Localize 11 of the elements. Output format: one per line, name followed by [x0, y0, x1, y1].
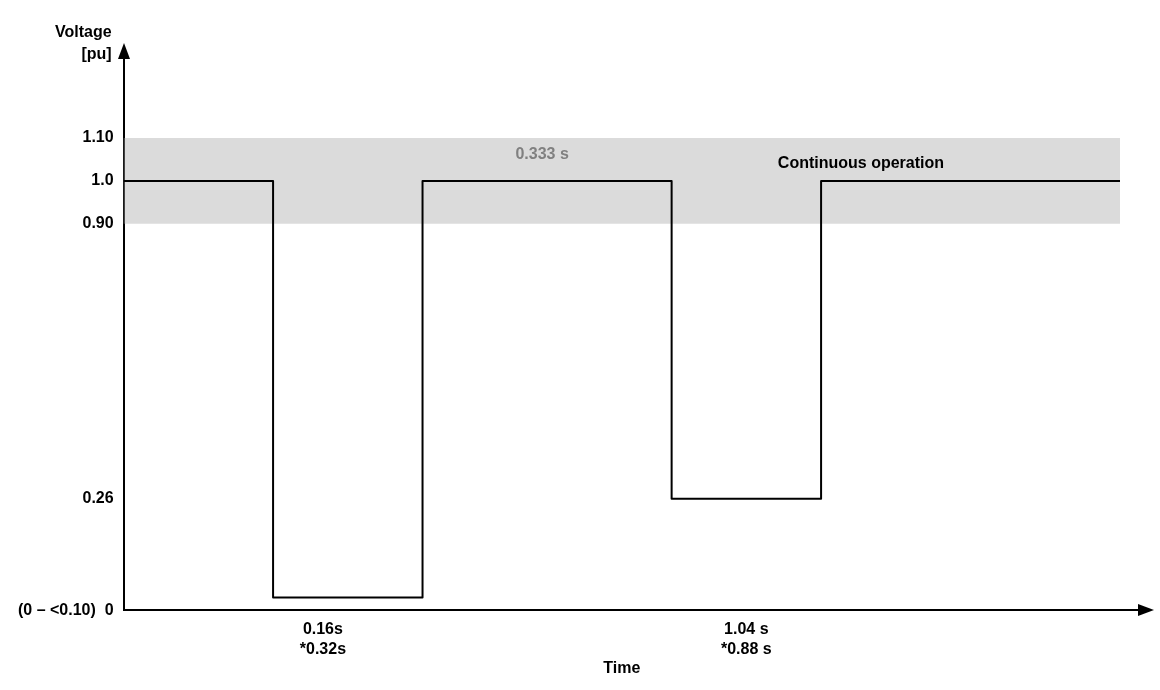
- x-tick-label: 0.16s *0.32s: [299, 620, 347, 657]
- y-tick-label: (0 – <0.10) 0: [17, 600, 114, 618]
- y-tick-label: 0.90: [82, 214, 114, 232]
- x-axis-title: Time: [603, 658, 641, 676]
- y-tick-label: 1.10: [82, 128, 114, 146]
- x-tick-label: 1.04 s *0.88 s: [721, 620, 772, 657]
- band-label: Continuous operation: [777, 154, 945, 172]
- annotation: 0.333 s: [515, 144, 569, 162]
- y-tick-label: 0.26: [82, 489, 114, 507]
- y-axis-title: Voltage [pu]: [55, 23, 112, 63]
- y-tick-label: 1.0: [91, 171, 114, 189]
